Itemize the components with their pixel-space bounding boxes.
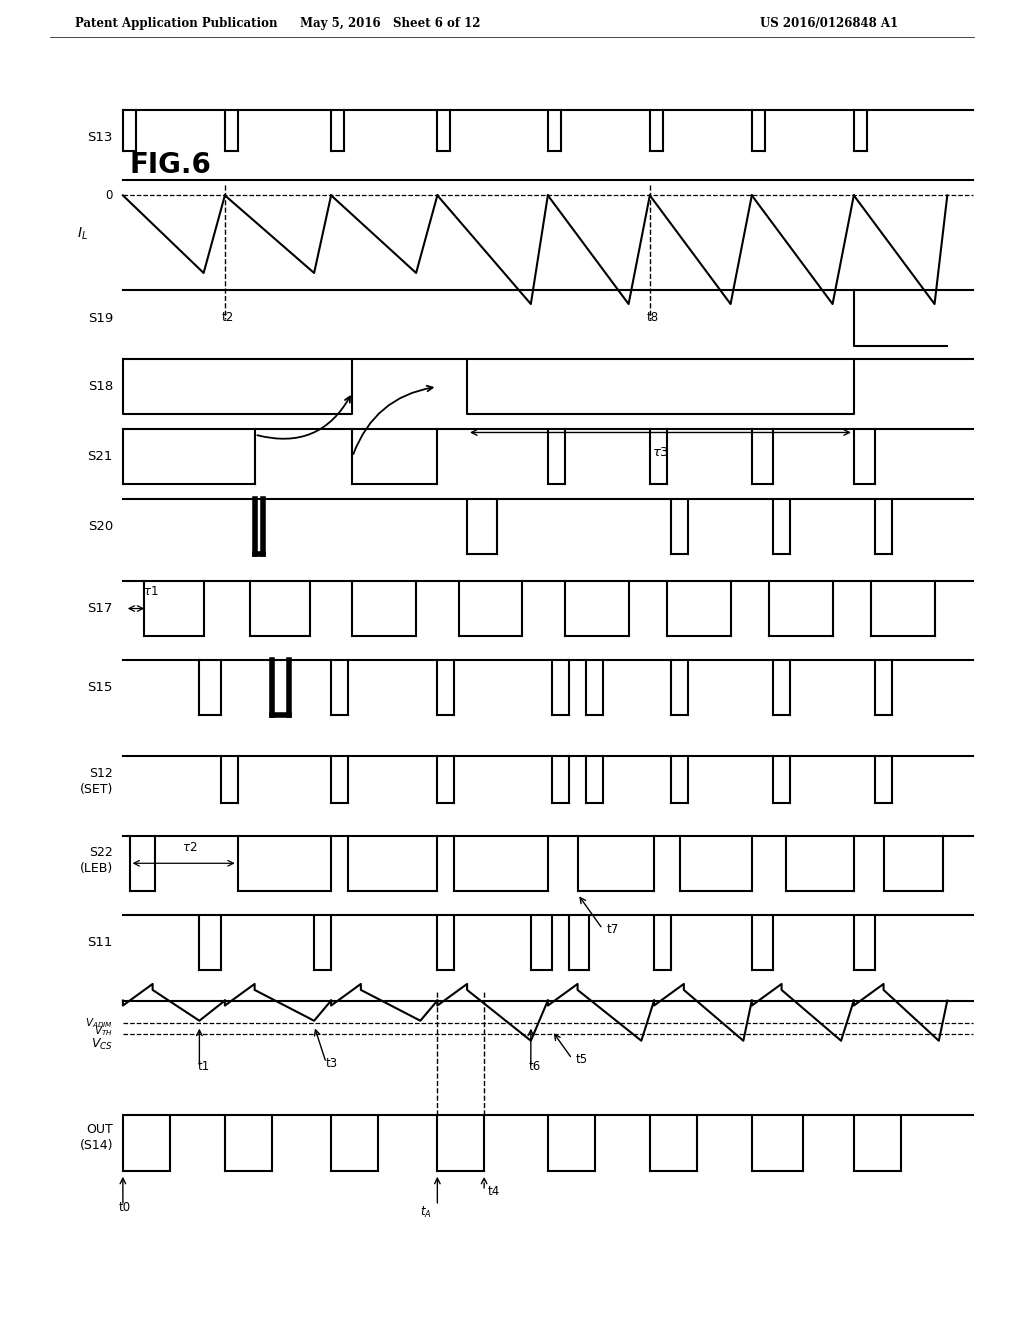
Text: S21: S21 — [87, 450, 113, 463]
Text: 0: 0 — [105, 189, 113, 202]
Text: May 5, 2016   Sheet 6 of 12: May 5, 2016 Sheet 6 of 12 — [300, 17, 480, 30]
Text: S12
(SET): S12 (SET) — [80, 767, 113, 796]
Text: S19: S19 — [88, 312, 113, 325]
Text: S17: S17 — [87, 602, 113, 615]
Text: $I_L$: $I_L$ — [77, 226, 88, 243]
Text: t8: t8 — [647, 312, 658, 323]
Text: t1: t1 — [198, 1060, 210, 1073]
Text: t7: t7 — [606, 923, 618, 936]
Text: S15: S15 — [87, 681, 113, 694]
Text: $V_{CS}$: $V_{CS}$ — [91, 1038, 113, 1052]
Text: US 2016/0126848 A1: US 2016/0126848 A1 — [760, 17, 898, 30]
Text: S13: S13 — [87, 131, 113, 144]
Text: t3: t3 — [326, 1057, 338, 1069]
Text: t5: t5 — [577, 1053, 588, 1065]
Text: $\tau3$: $\tau3$ — [652, 446, 669, 459]
Text: S18: S18 — [88, 380, 113, 393]
Text: $\tau1$: $\tau1$ — [143, 585, 159, 598]
Text: $t_A$: $t_A$ — [420, 1205, 431, 1220]
Text: t4: t4 — [488, 1185, 500, 1197]
Text: S20: S20 — [88, 520, 113, 533]
Text: t2: t2 — [222, 312, 234, 323]
Text: FIG.6: FIG.6 — [130, 150, 212, 180]
Text: t0: t0 — [119, 1201, 131, 1214]
Text: S11: S11 — [87, 936, 113, 949]
Text: S22
(LEB): S22 (LEB) — [80, 846, 113, 875]
Text: $\tau2$: $\tau2$ — [182, 841, 198, 854]
Text: OUT
(S14): OUT (S14) — [80, 1123, 113, 1152]
Text: $V_{TH}$: $V_{TH}$ — [94, 1024, 113, 1038]
Text: t6: t6 — [528, 1060, 541, 1073]
Text: $V_{ADIM}$: $V_{ADIM}$ — [85, 1016, 113, 1030]
Text: Patent Application Publication: Patent Application Publication — [75, 17, 278, 30]
